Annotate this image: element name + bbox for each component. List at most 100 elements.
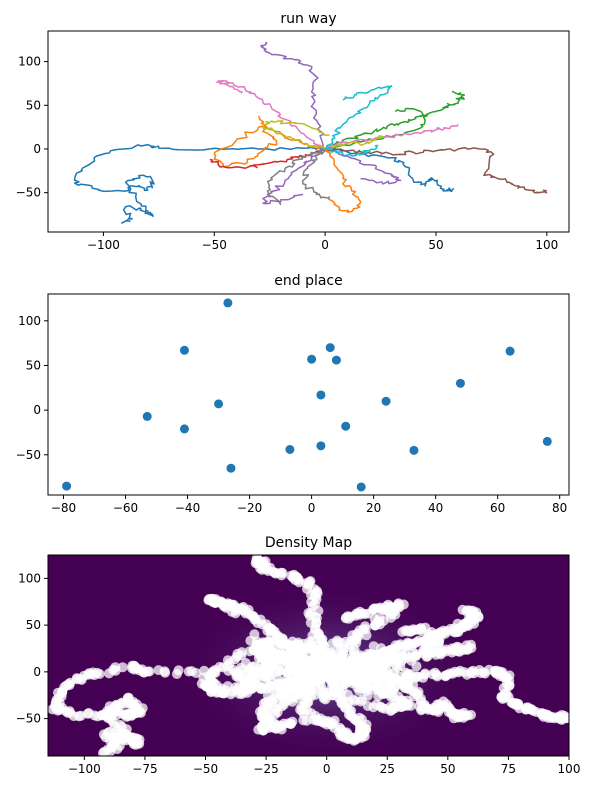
chart-1-xtick-label: 0 [321,238,329,252]
density-point [335,653,346,664]
density-point [253,648,264,659]
density-point [352,682,363,693]
density-point [384,645,394,656]
chart-3-plot-area [48,555,569,756]
chart-3-xtick-label: 0 [323,762,331,776]
density-point [227,686,238,697]
chart-3-ytick-label: −50 [16,712,41,726]
density-point [315,680,326,691]
density-point [173,665,184,676]
chart-2-xtick-label: −20 [237,501,262,515]
density-point [271,688,282,699]
density-point [365,672,376,683]
chart-2-xtick-label: −60 [113,501,138,515]
density-point [316,671,327,682]
chart-3-ytick-label: 50 [26,618,41,632]
run-way-series-line [262,120,330,150]
density-point [401,679,412,690]
run-way-series-line [209,148,326,169]
density-point [314,644,325,654]
end-place-point [62,481,72,491]
end-place-point [542,436,552,446]
chart-3-xtick-label: 25 [380,762,395,776]
density-point [371,699,382,710]
chart-3-xtick-label: 75 [501,762,516,776]
density-point [98,748,108,756]
density-point [298,709,309,719]
run-way-series-line [260,42,326,150]
run-way-series-line [324,134,384,151]
run-way-series-line [324,124,459,150]
chart-end-place: end place −80 −60 −40 −20 0 20 40 60 80 −50 0 50 100 [16,273,570,515]
chart-3-ytick-label: 0 [33,665,41,679]
end-place-point [316,390,326,400]
density-point [374,659,384,670]
density-point [457,604,468,615]
density-point [318,693,329,704]
density-point [104,668,114,679]
density-point [249,629,260,640]
density-point [321,655,332,666]
chart-1-ytick-label: −50 [16,186,41,200]
density-point [323,717,334,728]
density-point [342,678,352,688]
density-point [465,605,476,616]
density-point [244,646,255,657]
density-point [246,672,257,682]
density-point [562,712,569,723]
end-place-point [285,444,295,454]
run-way-series-line [216,80,326,150]
chart-2-ytick-label: 100 [18,314,41,328]
density-point [297,659,308,670]
chart-2-xtick-label: 20 [366,501,381,515]
run-way-series-line [325,107,428,151]
density-point [401,671,412,682]
density-point [378,604,389,615]
chart-2-title: end place [274,273,343,289]
density-point [293,637,304,648]
density-point [376,643,387,654]
density-point [374,612,385,623]
density-point [327,638,338,649]
run-way-series-line [324,85,393,150]
density-point [338,668,349,679]
chart-2-xtick-label: 0 [308,501,316,515]
run-way-series-line [213,115,326,168]
chart-1-plot-frame [47,30,570,233]
density-point [236,662,247,673]
chart-1-title: run way [280,11,336,27]
run-way-series-line [266,147,326,206]
density-points [48,555,569,756]
end-place-point [307,354,317,364]
density-point [396,650,407,661]
density-point [276,724,287,735]
chart-2-plot-frame [47,293,570,496]
density-point [293,682,304,693]
chart-3-ytick-label: 100 [18,571,41,585]
chart-3-xtick-label: 100 [558,762,581,776]
chart-2-ticks: −80 −60 −40 −20 0 20 40 60 80 −50 0 50 100 [16,314,568,515]
run-way-series-line [73,143,326,224]
chart-1-xtick-label: 50 [428,238,443,252]
density-point [65,708,76,719]
density-point [340,613,351,624]
density-point [270,667,281,677]
end-place-point [179,424,189,434]
density-point [252,555,263,565]
chart-2-ytick-label: 0 [33,403,41,417]
density-point [52,705,63,716]
end-place-point [455,378,465,388]
density-point [257,682,268,693]
chart-2-xtick-label: −40 [175,501,200,515]
chart-2-xtick-label: −80 [51,501,76,515]
chart-2-xtick-label: 40 [428,501,443,515]
density-point [497,694,508,704]
chart-1-series-group [73,42,548,224]
density-point [466,709,476,720]
chart-1-ytick-label: 100 [18,55,41,69]
density-point [372,682,382,693]
chart-3-plot-frame [47,554,570,757]
density-point [419,669,430,680]
chart-3-xtick-label: −25 [253,762,278,776]
